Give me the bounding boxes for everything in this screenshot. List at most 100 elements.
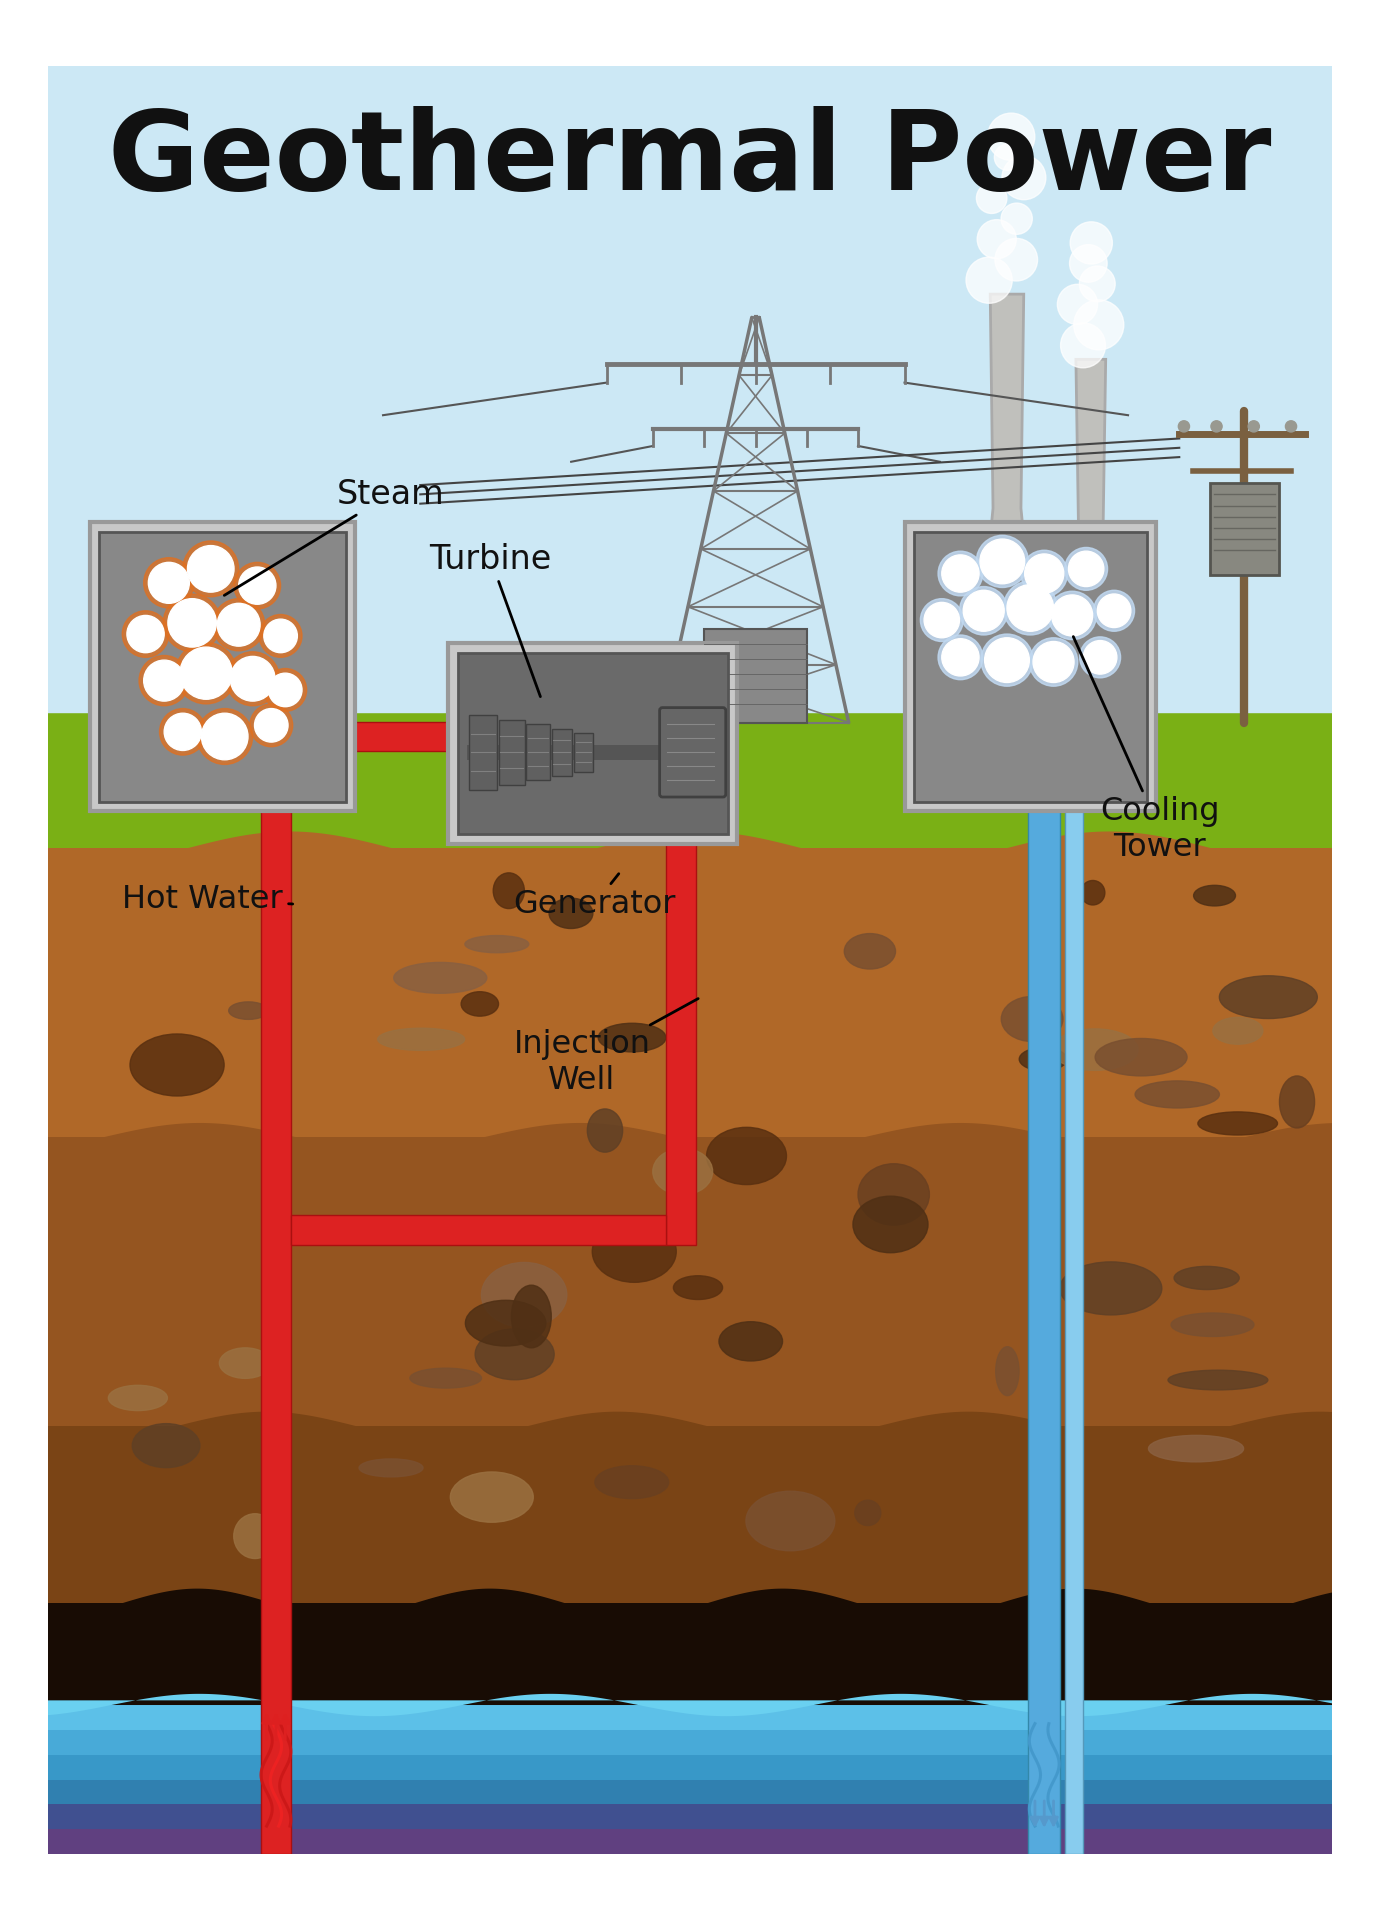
Ellipse shape bbox=[1135, 1081, 1219, 1108]
FancyBboxPatch shape bbox=[90, 522, 354, 810]
Ellipse shape bbox=[1001, 996, 1063, 1041]
Bar bbox=[527, 724, 550, 780]
Circle shape bbox=[218, 603, 261, 647]
Ellipse shape bbox=[592, 1221, 676, 1283]
Ellipse shape bbox=[130, 1035, 225, 1096]
Ellipse shape bbox=[1171, 1313, 1254, 1336]
Circle shape bbox=[269, 674, 302, 707]
Polygon shape bbox=[48, 718, 1332, 849]
FancyBboxPatch shape bbox=[705, 630, 807, 722]
Circle shape bbox=[123, 611, 168, 657]
Circle shape bbox=[164, 712, 201, 751]
Circle shape bbox=[1001, 204, 1033, 234]
Polygon shape bbox=[48, 1603, 1332, 1705]
Ellipse shape bbox=[718, 1321, 782, 1361]
Ellipse shape bbox=[359, 1459, 423, 1476]
Polygon shape bbox=[666, 718, 696, 1244]
Circle shape bbox=[987, 113, 1034, 161]
Text: Geothermal Power: Geothermal Power bbox=[108, 106, 1271, 213]
Text: Injection
Well: Injection Well bbox=[513, 998, 698, 1096]
Circle shape bbox=[1003, 156, 1045, 200]
FancyBboxPatch shape bbox=[448, 643, 736, 843]
Ellipse shape bbox=[854, 1196, 928, 1252]
Circle shape bbox=[255, 708, 288, 743]
Polygon shape bbox=[261, 718, 291, 1855]
Ellipse shape bbox=[234, 1513, 276, 1559]
Polygon shape bbox=[467, 745, 723, 760]
Circle shape bbox=[188, 545, 234, 591]
Circle shape bbox=[942, 639, 979, 676]
Circle shape bbox=[1065, 547, 1107, 589]
Polygon shape bbox=[975, 294, 1040, 722]
Circle shape bbox=[181, 647, 232, 699]
Polygon shape bbox=[48, 712, 1332, 766]
FancyBboxPatch shape bbox=[99, 532, 346, 803]
Ellipse shape bbox=[673, 1275, 723, 1300]
Circle shape bbox=[1029, 637, 1078, 685]
Ellipse shape bbox=[394, 962, 487, 993]
Circle shape bbox=[1094, 589, 1135, 632]
Bar bbox=[469, 714, 496, 789]
Polygon shape bbox=[48, 1780, 1332, 1805]
Ellipse shape bbox=[1219, 975, 1317, 1018]
Ellipse shape bbox=[1198, 1112, 1277, 1135]
Circle shape bbox=[1248, 420, 1259, 432]
Circle shape bbox=[996, 238, 1037, 280]
Polygon shape bbox=[1029, 718, 1060, 1855]
Bar bbox=[574, 733, 593, 772]
Polygon shape bbox=[48, 1693, 1332, 1716]
Polygon shape bbox=[48, 1123, 1332, 1427]
Circle shape bbox=[980, 540, 1025, 584]
Circle shape bbox=[1033, 641, 1074, 682]
Polygon shape bbox=[48, 1805, 1332, 1830]
Polygon shape bbox=[1063, 359, 1118, 722]
Ellipse shape bbox=[109, 1386, 167, 1411]
Polygon shape bbox=[48, 1830, 1332, 1855]
Polygon shape bbox=[48, 849, 1332, 1137]
Bar bbox=[552, 730, 572, 776]
Circle shape bbox=[1025, 555, 1063, 593]
Circle shape bbox=[1098, 593, 1131, 628]
Circle shape bbox=[1070, 244, 1107, 282]
Circle shape bbox=[942, 555, 979, 591]
Circle shape bbox=[201, 712, 248, 760]
Ellipse shape bbox=[1081, 881, 1105, 904]
Polygon shape bbox=[48, 1588, 1332, 1705]
Ellipse shape bbox=[1280, 1075, 1314, 1127]
Circle shape bbox=[963, 589, 1004, 632]
Circle shape bbox=[980, 634, 1033, 685]
Circle shape bbox=[1080, 637, 1121, 678]
Polygon shape bbox=[48, 1730, 1332, 1755]
Circle shape bbox=[250, 705, 292, 747]
Ellipse shape bbox=[855, 1500, 881, 1526]
Circle shape bbox=[976, 182, 1007, 213]
Text: Turbine: Turbine bbox=[430, 543, 552, 697]
Circle shape bbox=[163, 593, 221, 651]
Circle shape bbox=[1058, 284, 1098, 324]
Circle shape bbox=[1070, 223, 1113, 265]
Polygon shape bbox=[48, 65, 1332, 718]
Polygon shape bbox=[48, 1427, 1332, 1603]
Ellipse shape bbox=[1060, 1261, 1162, 1315]
Circle shape bbox=[143, 557, 194, 609]
Circle shape bbox=[263, 668, 306, 710]
Circle shape bbox=[168, 599, 217, 647]
Ellipse shape bbox=[1052, 1029, 1138, 1069]
Circle shape bbox=[175, 643, 237, 705]
Circle shape bbox=[1007, 586, 1054, 632]
Circle shape bbox=[160, 708, 205, 755]
Polygon shape bbox=[354, 722, 579, 751]
Circle shape bbox=[239, 566, 276, 605]
Circle shape bbox=[212, 599, 265, 651]
Ellipse shape bbox=[378, 1029, 465, 1050]
Circle shape bbox=[1211, 420, 1222, 432]
Ellipse shape bbox=[476, 1329, 554, 1380]
Circle shape bbox=[197, 708, 252, 764]
Circle shape bbox=[183, 541, 239, 597]
Ellipse shape bbox=[858, 1164, 929, 1225]
Ellipse shape bbox=[844, 933, 895, 970]
Circle shape bbox=[924, 603, 960, 637]
Circle shape bbox=[149, 563, 189, 603]
Ellipse shape bbox=[1214, 1018, 1263, 1044]
FancyBboxPatch shape bbox=[905, 522, 1156, 810]
